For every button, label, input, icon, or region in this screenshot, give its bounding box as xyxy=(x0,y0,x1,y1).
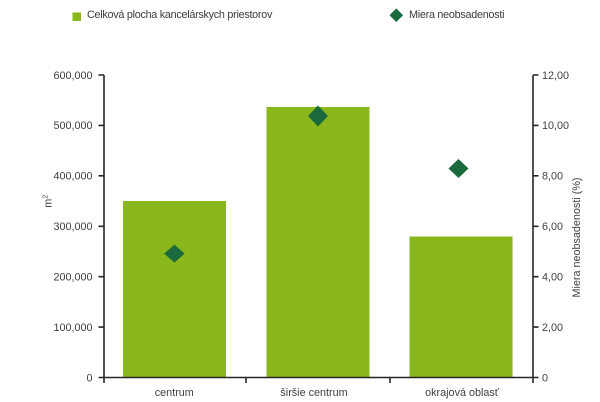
svg-text:4,00: 4,00 xyxy=(542,272,563,284)
svg-text:0: 0 xyxy=(86,372,92,384)
svg-text:0: 0 xyxy=(542,372,548,384)
svg-text:300,000: 300,000 xyxy=(53,221,92,233)
svg-text:400,000: 400,000 xyxy=(53,171,92,183)
svg-text:Miera neobsadenosti: Miera neobsadenosti xyxy=(409,9,504,21)
svg-text:okrajová oblasť: okrajová oblasť xyxy=(425,387,500,399)
svg-text:Miera neobsadenosti (%): Miera neobsadenosti (%) xyxy=(571,177,583,297)
svg-text:6,00: 6,00 xyxy=(542,221,563,233)
svg-text:500,000: 500,000 xyxy=(53,120,92,132)
svg-text:600,000: 600,000 xyxy=(53,70,92,82)
svg-text:Celková plocha kancelárskych p: Celková plocha kancelárskych priestorov xyxy=(87,9,273,21)
svg-text:10,00: 10,00 xyxy=(542,120,569,132)
svg-text:2,00: 2,00 xyxy=(542,322,563,334)
svg-text:200,000: 200,000 xyxy=(53,272,92,284)
svg-text:širšie centrum: širšie centrum xyxy=(280,387,347,399)
svg-text:100,000: 100,000 xyxy=(53,322,92,334)
svg-text:8,00: 8,00 xyxy=(542,171,563,183)
svg-text:centrum: centrum xyxy=(155,387,194,399)
svg-text:12,00: 12,00 xyxy=(542,70,569,82)
